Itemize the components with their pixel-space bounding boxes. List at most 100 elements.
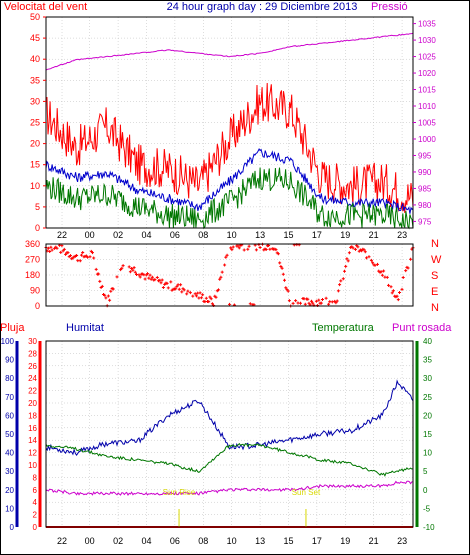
- direction-point: [201, 293, 205, 297]
- direction-point: [400, 287, 404, 291]
- temperature-tick-label: 5: [423, 467, 428, 476]
- direction-tick-label: 90: [30, 286, 40, 296]
- direction-point: [130, 267, 134, 270]
- direction-point: [204, 296, 208, 300]
- x-tick-label-bottom: 13: [255, 536, 265, 546]
- direction-point: [286, 289, 290, 293]
- direction-tick-label: 270: [25, 255, 40, 265]
- direction-point: [155, 276, 159, 279]
- temperature-axis-label: Temperatura: [312, 322, 375, 334]
- direction-point: [231, 245, 235, 249]
- direction-point: [276, 252, 280, 256]
- direction-point: [80, 253, 83, 257]
- direction-point: [338, 283, 342, 287]
- direction-point: [401, 276, 405, 279]
- direction-point: [59, 250, 63, 254]
- direction-point: [363, 250, 367, 254]
- rain-tick-label: 6: [33, 486, 38, 495]
- direction-point: [356, 245, 360, 249]
- compass-label: N: [431, 302, 439, 314]
- pressure-tick-label: 1005: [418, 119, 436, 128]
- direction-point: [161, 286, 165, 289]
- x-tick-label-bottom: 21: [369, 536, 379, 546]
- x-tick-label-bottom: 23: [397, 536, 407, 546]
- direction-point: [343, 269, 346, 273]
- direction-point: [55, 246, 59, 250]
- direction-point: [236, 244, 240, 248]
- humidity-tick-label: 80: [5, 374, 14, 383]
- x-tick-label-bottom: 02: [113, 536, 123, 546]
- grid-layer: [46, 17, 413, 528]
- wind-tick-label: 10: [30, 181, 40, 191]
- compass-label: E: [431, 286, 438, 298]
- direction-point: [362, 248, 366, 252]
- direction-point: [247, 244, 251, 248]
- wind-tick-label: 5: [35, 202, 40, 212]
- temperature-tick-label: 25: [423, 393, 432, 402]
- pressure-tick-label: 990: [418, 168, 432, 177]
- rain-tick-label: 2: [33, 511, 38, 520]
- direction-point: [345, 257, 349, 261]
- x-tick-label: 23: [397, 230, 407, 240]
- rain-axis-label: Pluja: [0, 322, 25, 334]
- direction-point: [111, 287, 115, 291]
- direction-point: [186, 289, 190, 293]
- compass-label: N: [431, 238, 439, 250]
- direction-point: [281, 272, 285, 276]
- wind-tick-label: 35: [30, 75, 40, 85]
- pressure-tick-label: 1015: [418, 86, 436, 95]
- direction-point: [284, 286, 288, 290]
- direction-point: [121, 264, 125, 268]
- direction-point: [115, 275, 119, 279]
- x-tick-label: 10: [227, 230, 237, 240]
- x-tick-label-bottom: 06: [170, 536, 180, 546]
- rain-tick-label: 14: [28, 436, 37, 445]
- direction-point: [153, 278, 157, 282]
- temperature-tick-label: 40: [423, 337, 432, 346]
- direction-point: [347, 251, 351, 255]
- direction-point: [404, 269, 408, 273]
- direction-point: [382, 269, 386, 273]
- direction-point: [409, 257, 413, 261]
- direction-point: [264, 248, 268, 251]
- x-tick-label: 04: [141, 230, 151, 240]
- direction-point: [106, 294, 110, 298]
- direction-point: [327, 302, 331, 306]
- direction-point: [174, 287, 178, 291]
- direction-point: [46, 246, 50, 250]
- direction-point: [344, 264, 348, 268]
- rain-tick-label: 18: [28, 411, 37, 420]
- direction-point: [60, 244, 64, 248]
- axes-layer: 0510152025303540455097598098599099510001…: [1, 12, 442, 546]
- direction-point: [185, 292, 189, 296]
- x-tick-label: 06: [170, 230, 180, 240]
- x-tick-label: 19: [340, 230, 350, 240]
- direction-point: [94, 267, 98, 271]
- direction-point: [279, 265, 283, 268]
- direction-point: [317, 298, 321, 302]
- direction-point: [159, 281, 163, 285]
- direction-tick-label: 0: [35, 301, 40, 311]
- wind-tick-label: 25: [30, 118, 40, 128]
- direction-point: [217, 288, 220, 292]
- direction-point: [299, 301, 302, 305]
- direction-point: [230, 248, 234, 252]
- rain-tick-label: 8: [33, 473, 38, 482]
- series-layer: [44, 32, 415, 528]
- direction-point: [208, 295, 212, 299]
- direction-point: [97, 272, 101, 276]
- x-tick-label: 13: [255, 230, 265, 240]
- temperature-tick-label: 10: [423, 449, 432, 458]
- direction-point: [334, 301, 338, 305]
- direction-point: [210, 302, 214, 306]
- direction-point: [341, 277, 345, 281]
- direction-point: [209, 297, 213, 301]
- direction-point: [314, 299, 318, 303]
- wind-gust-line: [45, 82, 414, 213]
- direction-point: [78, 259, 82, 263]
- direction-point: [254, 248, 258, 252]
- wind-tick-label: 30: [30, 96, 40, 106]
- direction-point: [311, 301, 315, 305]
- direction-point: [103, 293, 107, 297]
